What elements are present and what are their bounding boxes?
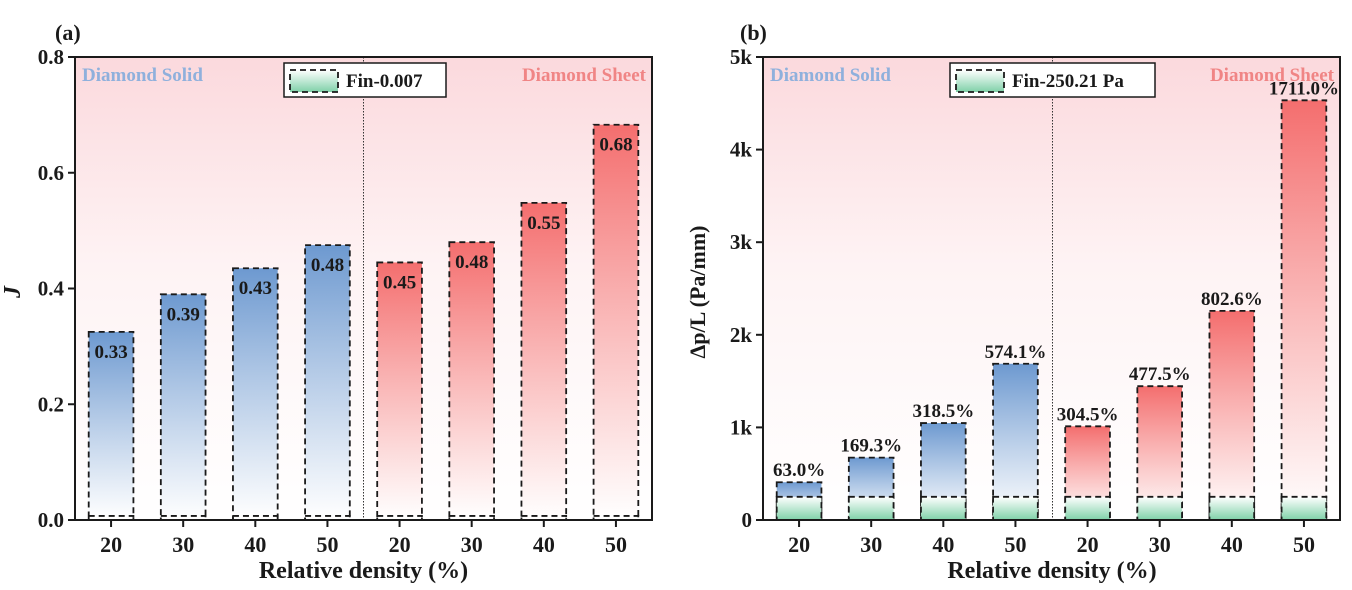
y-axis-title: Δp/L (Pa/mm) — [685, 226, 710, 359]
panel-b: 63.0% 169.3% 318.5% 574.1% 304.5% 477.5% 802.6… — [685, 20, 1341, 584]
data-label: 63.0% — [773, 460, 825, 481]
panel-a: 0.33 0.39 0.43 0.48 0.45 0.48 0.55 0.68 0.0 0.2 0… — [0, 20, 653, 584]
x-tick-label: 40 — [932, 532, 954, 557]
legend: Fin-0.007 — [283, 62, 447, 98]
data-label: 0.39 — [167, 304, 200, 325]
y-tick-label: 1k — [730, 415, 753, 439]
y-tick-label: 3k — [730, 230, 753, 254]
data-label: 169.3% — [840, 436, 902, 457]
panel-label: (a) — [55, 20, 81, 45]
x-tick-label: 30 — [172, 532, 194, 557]
legend-text: Fin-0.007 — [346, 71, 423, 92]
legend-swatch — [289, 69, 339, 93]
y-axis-title: J — [0, 285, 26, 299]
bar-diamond-sheet — [376, 261, 423, 521]
data-label: 0.68 — [599, 135, 632, 156]
legend-text: Fin-250.21 Pa — [1012, 71, 1124, 92]
data-label: 0.33 — [94, 342, 127, 363]
data-label: 1711.0% — [1269, 78, 1339, 99]
legend: Fin-250.21 Pa — [949, 62, 1156, 98]
y-tick-label: 4k — [730, 138, 753, 162]
bar-fin-reference — [1136, 495, 1183, 521]
x-tick-label: 30 — [461, 532, 483, 557]
bar-diamond-solid — [232, 267, 279, 521]
data-label: 574.1% — [985, 342, 1047, 363]
data-label: 477.5% — [1129, 364, 1191, 385]
x-axis-title: Relative density (%) — [259, 558, 468, 584]
y-tick-label: 0.6 — [38, 161, 64, 185]
y-tick-label: 0.2 — [38, 392, 64, 416]
bar-diamond-sheet — [592, 123, 640, 521]
bar-diamond-sheet — [448, 241, 495, 521]
x-axis-title: Relative density (%) — [947, 558, 1156, 584]
group-label-solid: Diamond Solid — [770, 65, 891, 86]
bar-diamond-sheet — [520, 201, 568, 521]
x-tick-label: 20 — [100, 532, 122, 557]
data-label: 0.55 — [527, 213, 560, 234]
panel-label: (b) — [740, 20, 767, 45]
bar-diamond-solid — [159, 293, 207, 521]
y-tick-label: 0.8 — [38, 45, 64, 69]
bar-fin-reference — [847, 495, 895, 521]
data-label: 0.43 — [239, 278, 272, 299]
x-tick-label: 50 — [316, 532, 338, 557]
y-tick-label: 0.0 — [38, 508, 64, 532]
data-label: 0.48 — [311, 255, 344, 276]
x-tick-label: 50 — [1293, 532, 1315, 557]
bar-diamond-solid — [87, 331, 135, 521]
x-tick-label: 40 — [1221, 532, 1243, 557]
bar-diamond-sheet — [1280, 99, 1328, 521]
x-tick-label: 30 — [860, 532, 882, 557]
bar-fin-reference — [920, 495, 967, 521]
group-label-sheet: Diamond Sheet — [1210, 65, 1335, 86]
bar-fin-reference — [1280, 495, 1328, 521]
x-tick-label: 20 — [1077, 532, 1099, 557]
x-tick-label: 50 — [1004, 532, 1026, 557]
data-label: 0.48 — [455, 252, 488, 273]
x-tick-label: 20 — [389, 532, 411, 557]
group-label-solid: Diamond Solid — [82, 65, 203, 86]
legend-swatch — [955, 69, 1005, 93]
data-label: 802.6% — [1201, 289, 1263, 310]
bar-fin-reference — [1064, 495, 1111, 521]
y-tick-label: 0.4 — [38, 277, 65, 301]
data-label: 318.5% — [912, 401, 974, 422]
bar-diamond-sheet — [1208, 310, 1256, 521]
bar-diamond-solid — [304, 244, 351, 521]
y-tick-label: 2k — [730, 323, 753, 347]
x-tick-label: 30 — [1149, 532, 1171, 557]
x-tick-label: 20 — [788, 532, 810, 557]
x-tick-label: 40 — [244, 532, 266, 557]
bar-fin-reference — [775, 495, 823, 521]
x-tick-label: 50 — [605, 532, 627, 557]
y-tick-label: 5k — [730, 45, 753, 69]
x-tick-label: 40 — [533, 532, 555, 557]
bar-fin-reference — [992, 495, 1039, 521]
plot-frame — [762, 56, 1341, 521]
data-label: 0.45 — [383, 272, 416, 293]
y-tick-label: 0 — [742, 508, 753, 532]
bar-fin-reference — [1208, 495, 1256, 521]
group-label-sheet: Diamond Sheet — [522, 65, 647, 86]
data-label: 304.5% — [1057, 404, 1119, 425]
